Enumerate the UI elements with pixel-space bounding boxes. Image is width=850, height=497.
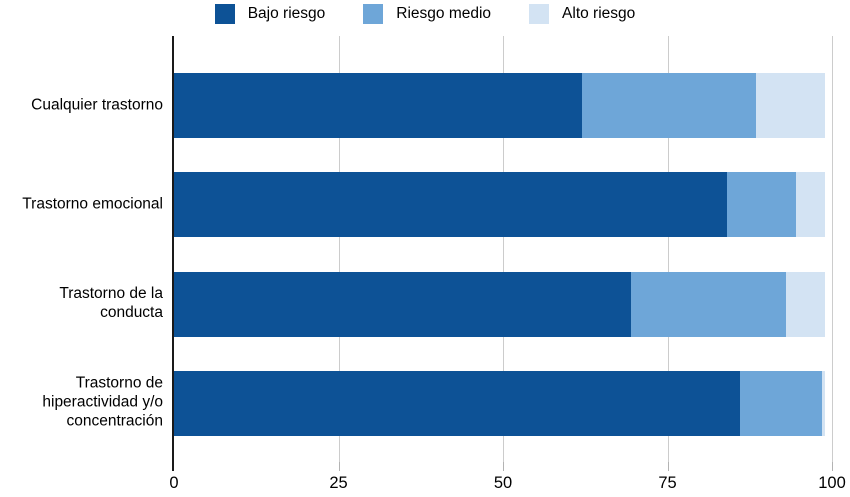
bar-segment: [739, 370, 823, 436]
axis-tick: [503, 462, 504, 471]
bar-segment: [174, 73, 582, 138]
gridline: [503, 36, 504, 462]
axis-tick: [338, 462, 340, 471]
x-axis-tick-label: 100: [818, 474, 846, 492]
bar-row: [174, 370, 826, 436]
bar-segment: [795, 172, 826, 238]
category-label: Trastorno de la conducta: [59, 285, 163, 322]
legend-label: Bajo riesgo: [247, 5, 326, 22]
x-axis-tick-label: 25: [329, 474, 348, 492]
bar-segment: [822, 370, 826, 436]
bar-segment: [582, 73, 757, 138]
gridline: [338, 36, 340, 462]
bar-row: [174, 271, 826, 337]
legend-swatch-icon: [363, 4, 384, 24]
legend-item: Bajo riesgo: [214, 4, 326, 24]
bar-segment: [174, 370, 740, 436]
legend-swatch-icon: [529, 4, 550, 24]
bar-segment: [785, 271, 826, 337]
bar-row: [174, 172, 826, 238]
gridline: [832, 36, 833, 462]
plot-area: 0 25 50 75 100: [169, 36, 846, 492]
legend-label: Riesgo medio: [396, 5, 492, 22]
bar-segment: [631, 271, 786, 337]
bar-segment: [174, 172, 727, 238]
gridline: [667, 36, 669, 462]
axis-tick: [832, 462, 833, 471]
legend: Bajo riesgo Riesgo medio Alto riesgo: [0, 4, 850, 24]
bar-row: [174, 73, 826, 138]
x-axis-tick-label: 75: [658, 474, 677, 492]
x-axis-tick-label: 0: [169, 474, 179, 492]
legend-item: Riesgo medio: [363, 4, 491, 24]
axis-tick: [667, 462, 669, 471]
category-label: Cualquier trastorno: [31, 96, 163, 114]
category-label: Trastorno emocional: [22, 195, 163, 213]
bar-segment: [174, 271, 632, 337]
legend-swatch-icon: [214, 4, 235, 24]
y-axis-line: [172, 36, 174, 471]
bar-segment: [726, 172, 796, 238]
bar-segment: [756, 73, 826, 138]
x-axis-tick-label: 50: [493, 474, 513, 492]
legend-item: Alto riesgo: [529, 4, 635, 24]
category-label: Trastorno de hiperactividad y/o concentr…: [42, 375, 163, 430]
legend-label: Alto riesgo: [562, 5, 636, 22]
